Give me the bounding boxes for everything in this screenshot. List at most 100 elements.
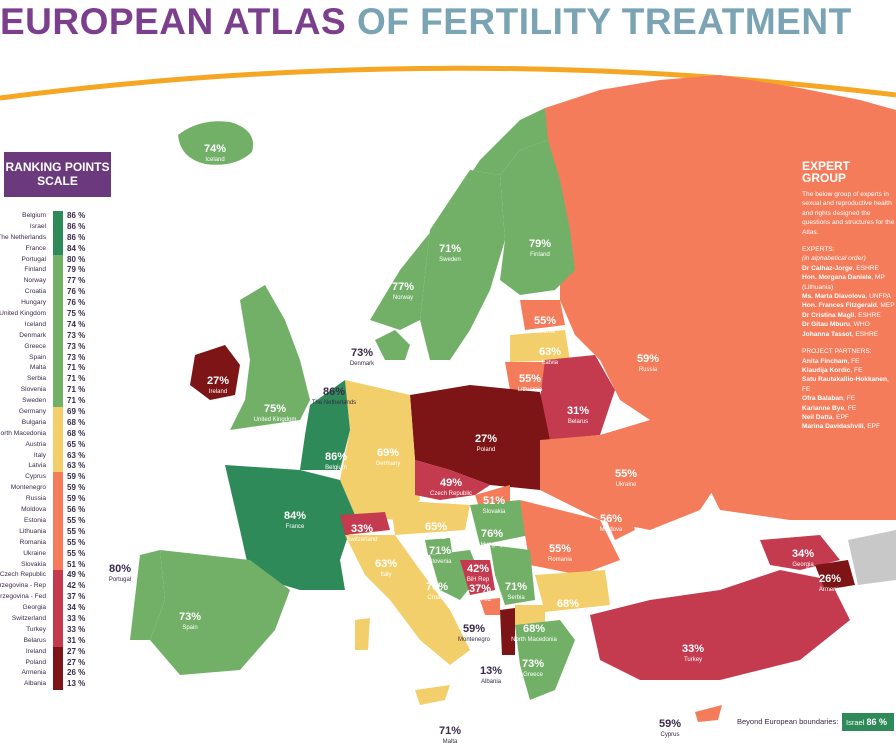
map-label-value: 55%: [518, 373, 542, 385]
ranking-row: United Kingdom 75 %: [0, 309, 112, 321]
map-label-malta: 71% Malta: [439, 722, 461, 745]
ranking-country: Poland: [25, 658, 46, 666]
ranking-color-bar: [53, 254, 63, 266]
region-norway: [370, 108, 548, 330]
ranking-row: Montenegro 59 %: [0, 483, 112, 495]
expert-entry: Dr Calhaz-Jorge, ESHRE: [802, 264, 896, 273]
map-label-country: Romania: [547, 557, 573, 563]
expert-entry: Hon. Frances Fitzgerald, MEP: [802, 301, 896, 310]
map-label-bih-rep: 42% BiH Rep: [467, 560, 489, 584]
ranking-value: 59 %: [67, 472, 86, 482]
ranking-row: Czech Republic 49 %: [0, 570, 112, 582]
region-moldova: [600, 500, 635, 540]
map-label-country: Switzerland: [346, 537, 378, 543]
map-label-value: 55%: [548, 543, 572, 555]
region-romania: [520, 500, 620, 575]
map-label-value: 84%: [283, 510, 307, 522]
map-label-value: 71%: [438, 725, 462, 737]
map-label-value: 68%: [522, 623, 546, 635]
expert-affiliation: , MEP: [876, 302, 895, 310]
ranking-color-bar: [53, 494, 63, 506]
expert-affiliation: , FE: [850, 366, 863, 374]
map-label-value: 34%: [791, 548, 815, 560]
ranking-value: 55 %: [67, 526, 86, 536]
ranking-country: Sweden: [22, 397, 46, 405]
region-germany: [340, 380, 420, 520]
region-finland: [500, 140, 575, 295]
ranking-country: Iceland: [24, 320, 46, 328]
expert-affiliation: , MP (Lithuania): [802, 274, 885, 291]
region-turkey: [590, 570, 850, 680]
expert-affiliation: , UNFPA: [865, 293, 891, 301]
ranking-header: RANKING POINTS SCALE: [4, 152, 111, 197]
ranking-color-bar: [53, 657, 63, 669]
ranking-row: Albania 13 %: [0, 679, 112, 691]
ranking-value: 13 %: [67, 679, 86, 689]
map-label-value: 26%: [818, 573, 842, 585]
map-label-value: 37%: [468, 583, 492, 595]
ranking-color-bar: [53, 515, 63, 527]
expert-entry: Neil Datta, EPF: [802, 413, 896, 422]
region-denmark: [375, 330, 410, 360]
ranking-row: Austria 65 %: [0, 439, 112, 451]
map-label-country: Denmark: [349, 361, 375, 367]
ranking-country: Malta: [29, 364, 46, 372]
map-label-country: Norway: [392, 295, 414, 301]
expert-name: Ofra Balaban: [802, 395, 844, 403]
ranking-value: 56 %: [67, 505, 86, 515]
ranking-color-bar: [53, 232, 63, 244]
map-label-country: Malta: [442, 739, 458, 745]
region-hungary: [470, 500, 530, 545]
partners-heading: PROJECT PARTNERS:: [802, 348, 872, 356]
ranking-scale: Belgium 86 % Israel 86 % The Netherlands 86 %…: [0, 211, 112, 691]
ranking-row: Estonia 55 %: [0, 515, 112, 527]
ranking-country: Finland: [24, 266, 46, 274]
ranking-value: 77 %: [67, 276, 86, 286]
expert-entry: Dr Gitau Mburu, WHO: [802, 320, 896, 329]
region-sicily: [415, 685, 450, 705]
ranking-value: 75 %: [67, 309, 86, 319]
ranking-color-bar: [53, 385, 63, 397]
map-label-country: Georgia: [792, 562, 814, 568]
map-label-value: 13%: [479, 665, 503, 677]
ranking-row: Armenia 26 %: [0, 668, 112, 680]
expert-group-intro: The below group of experts in sexual and…: [802, 191, 895, 236]
header-arc: [0, 65, 896, 101]
ranking-value: 49 %: [67, 570, 86, 580]
map-label-country: Sweden: [439, 257, 461, 263]
map-label-sweden: 71% Sweden: [439, 240, 461, 264]
map-label-value: 55%: [614, 468, 638, 480]
region-belarus: [540, 355, 615, 440]
ranking-value: 71 %: [67, 363, 86, 373]
experts-heading: EXPERTS:: [802, 246, 835, 254]
ranking-color-bar: [53, 439, 63, 451]
expert-entry: Anita Fincham, FE: [802, 357, 896, 366]
ranking-row: Italy 63 %: [0, 450, 112, 462]
map-label-switzerland: 33% Switzerland: [346, 520, 378, 544]
ranking-color-bar: [53, 646, 63, 658]
map-label-value: 27%: [474, 433, 498, 445]
map-label-belarus: 31% Belarus: [567, 402, 589, 426]
region-greece: [515, 620, 575, 700]
expert-entry: Ms. Marta Diavolova, UNFPA: [802, 292, 896, 301]
map-label-united-kingdom: 75% United Kingdom: [254, 400, 297, 424]
map-label-value: 77%: [391, 281, 415, 293]
map-label-iceland: 74% Iceland: [204, 140, 226, 164]
expert-entry: Klaudija Kordic, FE: [802, 366, 896, 375]
ranking-country: Denmark: [19, 331, 46, 339]
ranking-color-bar: [53, 396, 63, 408]
map-label-country: Russia: [638, 367, 658, 373]
ranking-row: Ukraine 55 %: [0, 548, 112, 560]
ranking-color-bar: [53, 341, 63, 353]
region-ireland: [190, 345, 240, 400]
map-label-country: Slovakia: [482, 509, 506, 515]
map-label-country: Iceland: [205, 157, 225, 163]
map-label-country: Portugal: [108, 577, 132, 583]
ranking-row: Denmark 73 %: [0, 330, 112, 342]
ranking-value: 80 %: [67, 254, 86, 264]
region-austria: [390, 500, 470, 535]
ranking-color-bar: [53, 624, 63, 636]
map-label-value: 63%: [374, 558, 398, 570]
ranking-country: Greece: [24, 342, 46, 350]
ranking-country: Israel: [29, 222, 46, 230]
